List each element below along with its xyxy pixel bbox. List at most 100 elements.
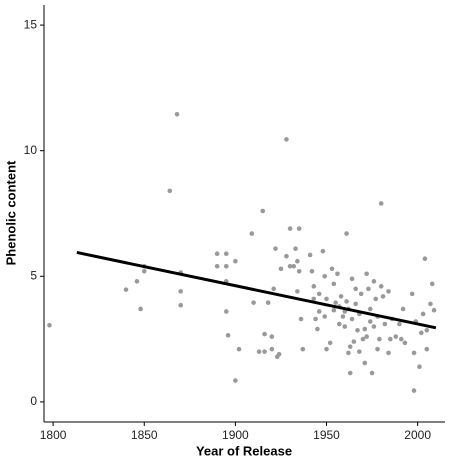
point	[296, 268, 302, 274]
point	[265, 300, 271, 305]
point	[260, 208, 266, 214]
point	[293, 246, 298, 251]
point	[167, 188, 173, 194]
point	[355, 328, 360, 333]
point	[353, 301, 358, 307]
point	[424, 346, 430, 352]
point	[428, 301, 433, 307]
point	[251, 300, 256, 305]
y-tick-label: 5	[30, 268, 37, 282]
point	[327, 340, 333, 346]
point	[378, 201, 384, 206]
point	[367, 319, 373, 324]
point	[214, 263, 220, 269]
point	[287, 226, 293, 231]
point	[223, 309, 229, 314]
point	[134, 279, 140, 284]
point	[364, 334, 369, 339]
point	[424, 328, 430, 333]
point	[371, 279, 377, 284]
point	[47, 322, 52, 328]
point	[295, 258, 300, 264]
point	[338, 294, 344, 299]
point	[291, 263, 297, 269]
point	[369, 370, 375, 376]
point	[262, 331, 267, 337]
point	[358, 291, 364, 297]
point	[174, 111, 180, 117]
point	[320, 248, 326, 254]
point	[262, 349, 267, 354]
point	[386, 350, 391, 356]
point	[429, 281, 435, 287]
point	[388, 336, 393, 342]
point	[225, 333, 231, 338]
point	[397, 321, 402, 327]
point	[271, 286, 276, 292]
point	[380, 294, 386, 299]
point	[398, 336, 404, 342]
point	[331, 307, 337, 313]
point	[342, 324, 348, 329]
point	[331, 281, 337, 287]
point	[273, 246, 278, 251]
point	[367, 306, 373, 312]
point	[313, 316, 318, 322]
point	[284, 137, 289, 142]
point	[349, 316, 355, 322]
point	[324, 346, 329, 352]
point	[309, 268, 315, 274]
point	[123, 287, 129, 292]
point	[347, 370, 353, 376]
point	[141, 268, 147, 274]
point	[336, 321, 342, 327]
point	[371, 324, 377, 329]
point	[375, 346, 380, 352]
point	[278, 266, 284, 272]
point	[329, 266, 335, 272]
point	[431, 307, 437, 313]
point	[307, 252, 313, 258]
point	[378, 284, 384, 289]
point	[284, 253, 289, 259]
trend-line	[76, 250, 437, 330]
point	[178, 289, 184, 294]
point	[382, 321, 388, 327]
point	[178, 302, 184, 308]
point	[296, 226, 302, 231]
x-tick-label: 1850	[131, 428, 158, 442]
x-axis-title: Year of Release	[196, 443, 292, 458]
point	[420, 311, 426, 317]
x-tick-label: 1950	[313, 428, 340, 442]
point	[223, 263, 229, 269]
point	[298, 316, 304, 322]
point	[386, 289, 391, 294]
point	[335, 271, 340, 277]
point	[311, 284, 317, 289]
point	[316, 309, 322, 314]
point	[233, 258, 238, 264]
point	[351, 339, 357, 344]
point	[373, 296, 379, 302]
point	[324, 296, 329, 302]
y-axis-title: Phenolic content	[3, 160, 18, 265]
y-tick-label: 0	[30, 394, 37, 408]
point	[411, 388, 417, 393]
point	[311, 296, 317, 302]
point	[300, 346, 306, 352]
point	[349, 276, 355, 282]
x-tick-label: 1900	[222, 428, 249, 442]
point	[256, 349, 262, 354]
point	[315, 326, 320, 332]
point	[344, 231, 349, 236]
point	[411, 350, 417, 356]
point	[366, 286, 371, 292]
point	[316, 291, 322, 297]
point	[357, 349, 362, 354]
point	[344, 299, 349, 304]
point	[400, 306, 406, 312]
point	[422, 256, 428, 262]
point	[347, 344, 353, 349]
point	[269, 346, 275, 352]
point	[362, 326, 368, 332]
